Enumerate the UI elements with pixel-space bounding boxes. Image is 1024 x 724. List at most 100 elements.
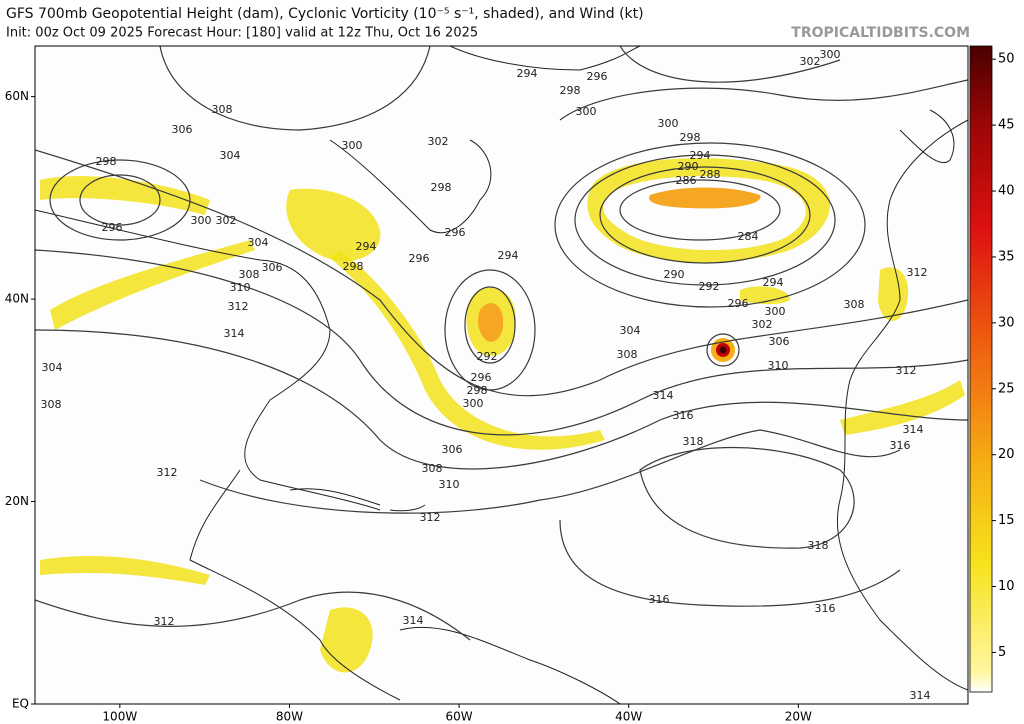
colorbar-label: 50 <box>998 52 1015 67</box>
contour-label: 302 <box>428 135 449 148</box>
colorbar-label: 25 <box>998 381 1015 396</box>
lon-label: 20W <box>785 710 812 724</box>
contour-label: 294 <box>763 276 784 289</box>
contour-label: 314 <box>910 689 931 702</box>
contour-label: 292 <box>477 350 498 363</box>
contour-label: 292 <box>699 280 720 293</box>
contour-label: 314 <box>224 327 245 340</box>
lat-label: EQ <box>12 697 29 711</box>
contour-label: 298 <box>431 181 452 194</box>
contour-label: 294 <box>498 249 519 262</box>
contour-label: 316 <box>649 593 670 606</box>
height-contours <box>35 46 968 641</box>
colorbar-label: 20 <box>998 447 1015 462</box>
lat-label: 20N <box>5 494 29 508</box>
map-background <box>35 46 968 704</box>
contour-label: 310 <box>768 359 789 372</box>
contour-label: 294 <box>356 240 377 253</box>
lat-label: 60N <box>5 89 29 103</box>
contour-label: 302 <box>752 318 773 331</box>
contour-label: 290 <box>664 268 685 281</box>
colorbar-label: 10 <box>998 579 1015 594</box>
contour-label: 300 <box>658 117 679 130</box>
colorbar-label: 40 <box>998 184 1015 199</box>
title: GFS 700mb Geopotential Height (dam), Cyc… <box>6 6 644 22</box>
contour-label: 296 <box>728 297 749 310</box>
contour-label: 308 <box>41 398 62 411</box>
contour-label: 296 <box>102 221 123 234</box>
colorbar-label: 5 <box>998 645 1006 660</box>
contour-label: 296 <box>409 252 430 265</box>
contour-label: 312 <box>228 300 249 313</box>
contour-label: 308 <box>844 298 865 311</box>
contour-label: 314 <box>653 389 674 402</box>
contour-label: 312 <box>896 364 917 377</box>
contour-label: 300 <box>765 305 786 318</box>
contour-label: 300 <box>820 48 841 61</box>
source: TROPICALTIDBITS.COM <box>791 25 970 41</box>
contour-label: 310 <box>439 478 460 491</box>
contour-label: 298 <box>680 131 701 144</box>
lon-label: 60W <box>446 710 473 724</box>
lon-label: 40W <box>615 710 642 724</box>
colorbar-label: 15 <box>998 513 1015 528</box>
contour-label: 300 <box>576 105 597 118</box>
contour-label: 304 <box>42 361 63 374</box>
contour-label: 312 <box>154 615 175 628</box>
contour-label: 298 <box>96 155 117 168</box>
map-frame <box>34 45 969 705</box>
contour-label: 298 <box>560 84 581 97</box>
contour-label: 308 <box>212 103 233 116</box>
contour-label: 294 <box>690 149 711 162</box>
contour-label: 306 <box>262 261 283 274</box>
contour-label: 306 <box>769 335 790 348</box>
contour-label: 316 <box>673 409 694 422</box>
contour-label: 306 <box>442 443 463 456</box>
contour-label: 314 <box>403 614 424 627</box>
contour-label: 312 <box>157 466 178 479</box>
contour-label: 302 <box>216 214 237 227</box>
contour-label: 300 <box>463 397 484 410</box>
contour-label: 310 <box>230 281 251 294</box>
lon-label: 80W <box>276 710 303 724</box>
contour-label: 300 <box>342 139 363 152</box>
contour-label: 296 <box>471 371 492 384</box>
contour-label: 304 <box>620 324 641 337</box>
contour-label: 296 <box>587 70 608 83</box>
contour-label: 284 <box>738 230 759 243</box>
lat-label: 40N <box>5 292 29 306</box>
contour-label: 308 <box>422 462 443 475</box>
colorbar-ticks: 5 10 15 20 25 30 35 40 45 50 <box>992 52 1015 660</box>
contour-label: 300 <box>191 214 212 227</box>
contour-label: 302 <box>800 55 821 68</box>
contour-label: 290 <box>678 160 699 173</box>
contour-label: 314 <box>903 423 924 436</box>
contour-label: 304 <box>248 236 269 249</box>
vorticity-shading <box>40 158 965 673</box>
contour-label: 312 <box>907 266 928 279</box>
contour-label: 316 <box>890 439 911 452</box>
contour-label: 308 <box>617 348 638 361</box>
contour-label: 286 <box>676 174 697 187</box>
lon-label: 100W <box>102 710 137 724</box>
contour-label: 298 <box>467 384 488 397</box>
contour-label: 306 <box>172 123 193 136</box>
contour-label: 318 <box>683 435 704 448</box>
contour-label: 288 <box>700 168 721 181</box>
contour-label: 298 <box>343 260 364 273</box>
contour-label: 308 <box>239 268 260 281</box>
contour-label: 304 <box>220 149 241 162</box>
contour-label: 294 <box>517 67 538 80</box>
colorbar-label: 45 <box>998 118 1015 133</box>
subtitle: Init: 00z Oct 09 2025 Forecast Hour: [18… <box>6 26 478 41</box>
contour-label: 312 <box>420 511 441 524</box>
axes: 100W 80W 60W 40W 20W 60N 40N 20N EQ <box>5 89 812 723</box>
contour-label: 318 <box>808 539 829 552</box>
coastlines <box>35 46 968 704</box>
colorbar <box>969 45 993 693</box>
contour-label: 316 <box>815 602 836 615</box>
